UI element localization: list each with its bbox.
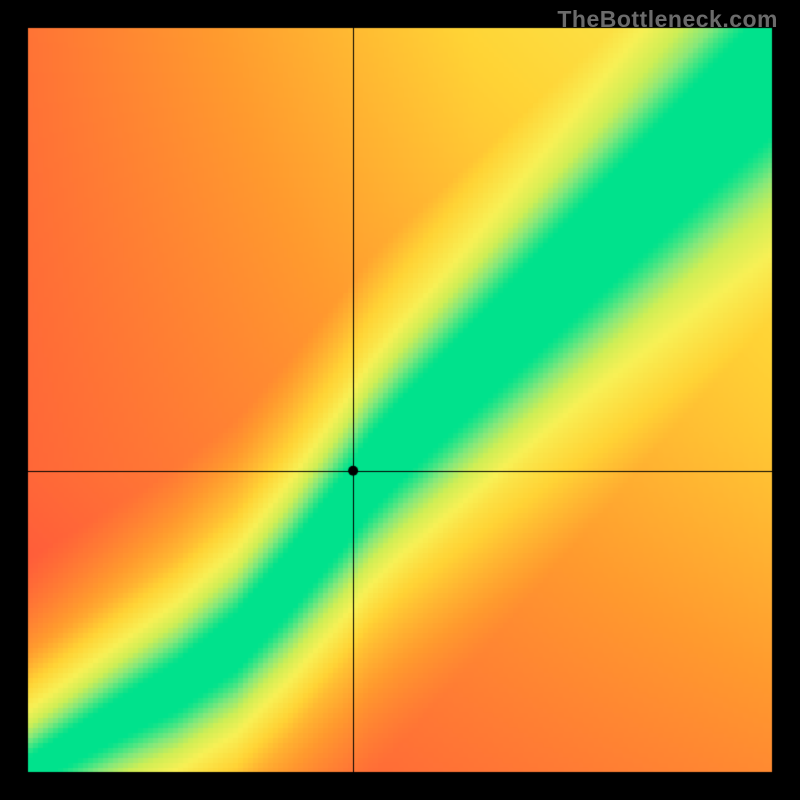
- chart-container: TheBottleneck.com: [0, 0, 800, 800]
- heatmap-canvas: [0, 0, 800, 800]
- watermark-text: TheBottleneck.com: [557, 6, 778, 33]
